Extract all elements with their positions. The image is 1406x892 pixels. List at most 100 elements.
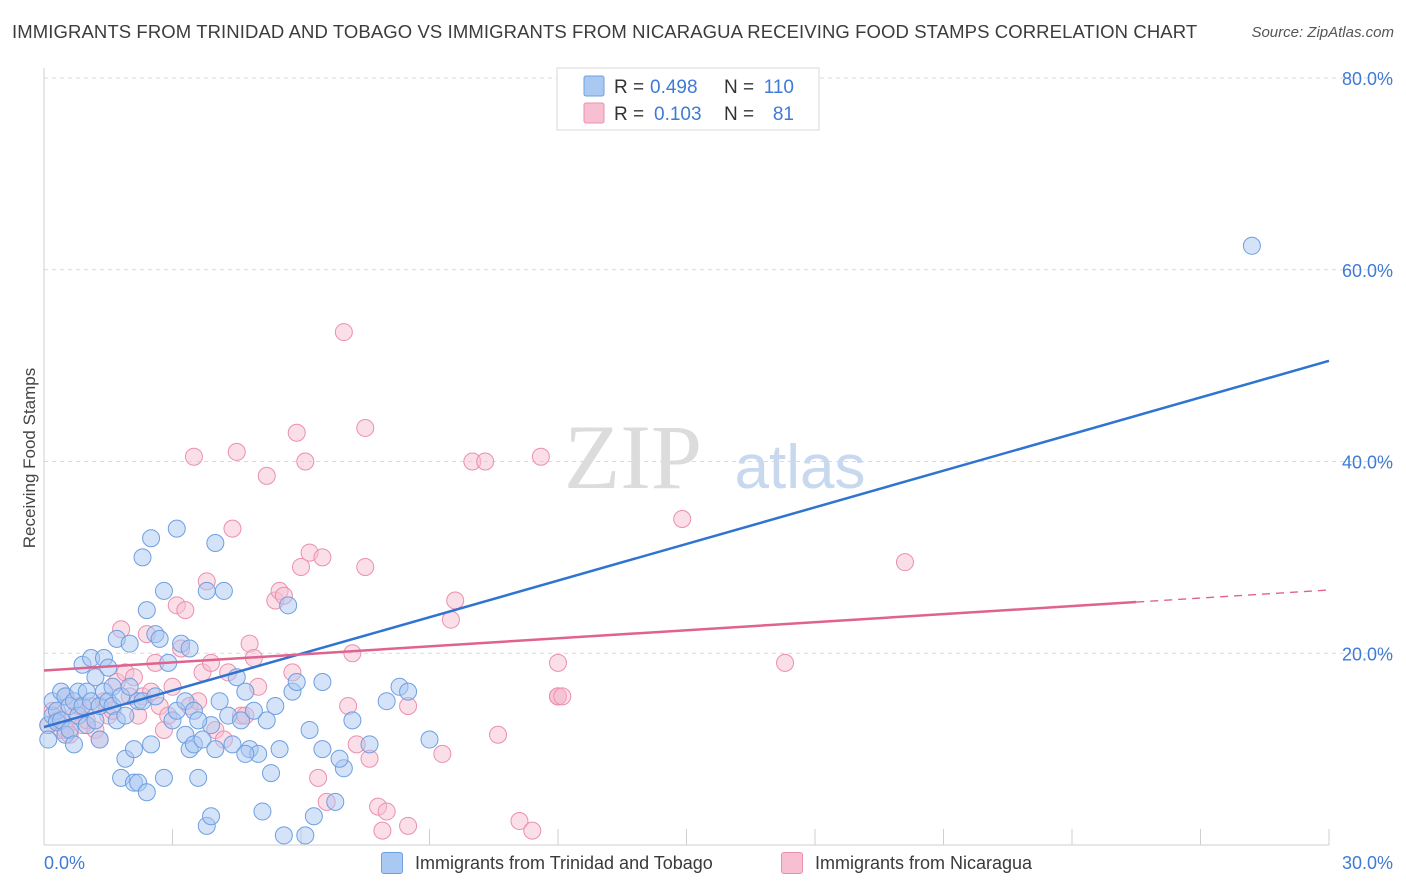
trinidad-point-109 [189, 711, 208, 730]
nicaragua-point-79 [489, 725, 508, 744]
legend-n-label-2: N = [724, 104, 754, 125]
nicaragua-point-67 [356, 418, 375, 437]
nicaragua-point-72 [399, 816, 418, 835]
nicaragua-point-62 [334, 323, 353, 342]
nicaragua-point-57 [296, 452, 315, 471]
legend-n-label-1: N = [724, 77, 754, 98]
legend-r-label-2: R = [614, 104, 644, 125]
trinidad-point-92 [304, 807, 323, 826]
watermark-atlas: atlas [735, 433, 866, 502]
trinidad-point-80 [236, 682, 255, 701]
trinidad-point-52 [150, 629, 169, 648]
trinidad-point-1 [39, 730, 58, 749]
trinidad-point-44 [133, 548, 152, 567]
nicaragua-point-90 [895, 553, 914, 572]
nicaragua-point-88 [673, 510, 692, 529]
source-label: Source: ZipAtlas.com [1251, 24, 1394, 41]
trend-line-pink-solid [43, 600, 1137, 672]
trinidad-point-72 [206, 533, 225, 552]
y-tick-label-1: 40.0% [1342, 453, 1393, 473]
trinidad-point-12 [64, 735, 83, 754]
trinidad-point-69 [197, 581, 216, 600]
nicaragua-point-66 [356, 557, 375, 576]
chart-title: IMMIGRANTS FROM TRINIDAD AND TOBAGO VS I… [12, 21, 1198, 42]
trinidad-point-39 [120, 634, 139, 653]
nicaragua-point-35 [184, 447, 203, 466]
nicaragua-point-59 [309, 768, 328, 787]
trinidad-point-90 [287, 673, 306, 692]
trinidad-point-58 [167, 519, 186, 538]
trinidad-point-84 [257, 711, 276, 730]
series-legend: Immigrants from Trinidad and Tobago Immi… [0, 850, 1406, 878]
trinidad-point-91 [296, 826, 315, 845]
legend-item-nicaragua: Immigrants from Nicaragua [781, 852, 1032, 874]
trinidad-point-99 [377, 692, 396, 711]
trinidad-point-95 [313, 740, 332, 759]
trinidad-point-23 [86, 668, 105, 687]
trinidad-point-106 [244, 701, 263, 720]
nicaragua-point-87 [553, 687, 572, 706]
nicaragua-points [39, 323, 914, 840]
nicaragua-point-44 [227, 442, 246, 461]
trinidad-point-36 [116, 706, 135, 725]
trinidad-point-87 [274, 826, 293, 845]
nicaragua-point-76 [446, 591, 465, 610]
legend-swatch-trinidad [381, 852, 403, 874]
trend-line-blue [43, 359, 1330, 729]
legend-swatch-nicaragua [781, 852, 803, 874]
trinidad-point-85 [262, 764, 281, 783]
watermark-zip: ZIP [564, 406, 702, 508]
trinidad-point-94 [326, 792, 345, 811]
trinidad-point-83 [253, 802, 272, 821]
nicaragua-point-89 [776, 653, 795, 672]
trinidad-point-41 [124, 740, 143, 759]
trinidad-point-108 [1242, 236, 1261, 255]
nicaragua-point-70 [373, 821, 392, 840]
nicaragua-point-83 [549, 653, 567, 672]
trinidad-point-102 [420, 730, 439, 749]
legend-item-trinidad: Immigrants from Trinidad and Tobago [381, 852, 713, 874]
trinidad-point-54 [154, 581, 173, 600]
nicaragua-point-81 [523, 821, 542, 840]
trinidad-point-24 [90, 730, 109, 749]
nicaragua-point-43 [223, 519, 242, 538]
trinidad-point-103 [330, 749, 349, 768]
trinidad-point-73 [206, 740, 225, 759]
legend-swatch-blue [583, 75, 605, 97]
trinidad-point-53 [154, 768, 173, 787]
nicaragua-point-39 [202, 653, 221, 672]
nicaragua-point-71 [377, 802, 396, 821]
grid-lines [44, 77, 1394, 654]
x-tick-label-0: 0.0% [44, 853, 85, 873]
nicaragua-point-78 [476, 452, 495, 471]
trinidad-point-98 [360, 735, 379, 754]
legend-r-value-1: 0.498 [650, 77, 698, 98]
y-tick-label-3: 80.0% [1342, 69, 1393, 89]
trend-line-pink-dashed [1136, 589, 1330, 603]
trinidad-point-79 [232, 711, 251, 730]
trinidad-point-70 [202, 807, 221, 826]
trinidad-point-66 [189, 768, 208, 787]
trinidad-point-49 [142, 735, 161, 754]
trinidad-point-101 [399, 682, 418, 701]
watermark: ZIP atlas [564, 406, 865, 508]
legend-swatch-pink [583, 102, 605, 124]
trinidad-point-48 [142, 529, 161, 548]
nicaragua-point-55 [287, 423, 306, 442]
x-tick-label-1: 30.0% [1342, 853, 1393, 873]
y-axis-label: Receiving Food Stamps [20, 368, 39, 548]
legend-label-trinidad: Immigrants from Trinidad and Tobago [415, 852, 713, 873]
trinidad-point-75 [214, 581, 233, 600]
trinidad-point-104 [300, 720, 319, 739]
correlation-legend: R = 0.498 N = 110 R = 0.103 N = 81 [556, 67, 820, 131]
nicaragua-point-80 [510, 812, 529, 831]
nicaragua-point-56 [292, 557, 310, 576]
nicaragua-point-60 [313, 548, 332, 567]
trinidad-point-88 [279, 596, 298, 615]
trend-lines [43, 359, 1330, 729]
legend-n-value-2: 81 [773, 104, 794, 125]
legend-r-label-1: R = [614, 77, 644, 98]
nicaragua-point-74 [433, 744, 452, 763]
trinidad-point-105 [270, 740, 289, 759]
